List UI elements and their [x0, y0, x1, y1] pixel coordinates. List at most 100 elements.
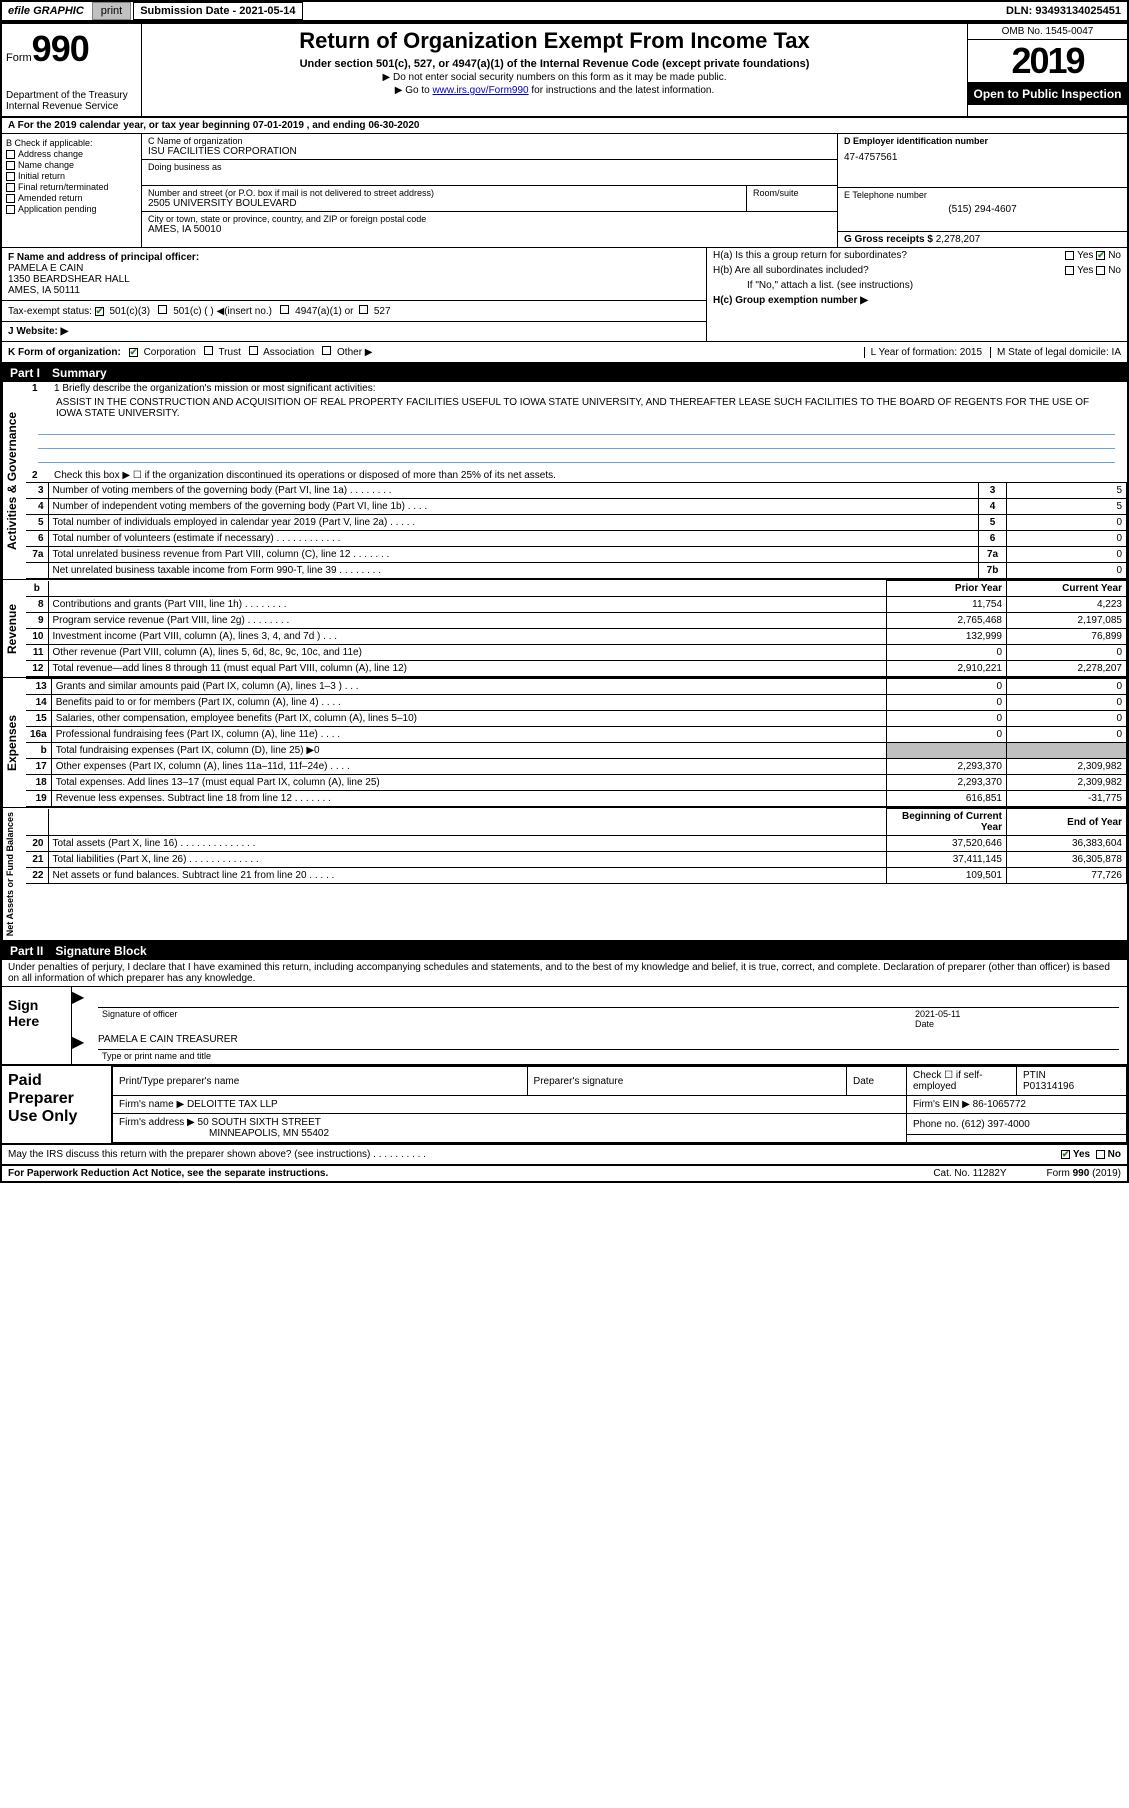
form-word: Form	[6, 52, 32, 64]
sign-here-block: Sign Here ▶ Signature of officer 2021-05…	[2, 987, 1127, 1066]
table-row: 3 Number of voting members of the govern…	[26, 483, 1127, 499]
form-version: Form 990 (2019)	[1047, 1168, 1121, 1179]
table-row: 19 Revenue less expenses. Subtract line …	[26, 791, 1127, 807]
check-corporation[interactable]	[129, 348, 138, 357]
governance-table: 3 Number of voting members of the govern…	[26, 482, 1127, 579]
year-formation: L Year of formation: 2015	[864, 347, 982, 358]
row-hc: H(c) Group exemption number ▶	[707, 293, 1127, 308]
mission-text: ASSIST IN THE CONSTRUCTION AND ACQUISITI…	[26, 395, 1127, 421]
table-row: 4 Number of independent voting members o…	[26, 499, 1127, 515]
check-trust[interactable]	[204, 346, 213, 355]
table-row: 12 Total revenue—add lines 8 through 11 …	[26, 661, 1127, 677]
top-toolbar: efile GRAPHIC print Submission Date - 20…	[0, 0, 1129, 22]
cell-street: Number and street (or P.O. box if mail i…	[142, 186, 837, 212]
table-row: 17 Other expenses (Part IX, column (A), …	[26, 759, 1127, 775]
arrow-icon: ▶	[72, 987, 90, 1032]
paid-preparer-table: Print/Type preparer's name Preparer's si…	[112, 1066, 1127, 1143]
check-application-pending[interactable]: Application pending	[6, 204, 137, 214]
check-amended[interactable]: Amended return	[6, 193, 137, 203]
part-ii-header: Part II Signature Block	[2, 942, 1127, 960]
revenue-header-row: b Prior Year Current Year	[26, 581, 1127, 597]
revenue-table: b Prior Year Current Year 8 Contribution…	[26, 580, 1127, 677]
block-b-through-g: B Check if applicable: Address change Na…	[2, 134, 1127, 248]
room-suite: Room/suite	[747, 186, 837, 211]
table-row: 22 Net assets or fund balances. Subtract…	[26, 868, 1127, 884]
discuss-no[interactable]	[1096, 1150, 1105, 1159]
check-501c3[interactable]	[95, 307, 104, 316]
check-527[interactable]	[359, 305, 368, 314]
firm-addr-cell: Firm's address ▶ 50 SOUTH SIXTH STREET M…	[113, 1114, 907, 1143]
cell-i-tax-status: Tax-exempt status: 501(c)(3) 501(c) ( ) …	[2, 301, 706, 322]
row-hb-note: If "No," attach a list. (see instruction…	[707, 278, 1127, 293]
table-row: 11 Other revenue (Part VIII, column (A),…	[26, 645, 1127, 661]
table-row: 13 Grants and similar amounts paid (Part…	[26, 679, 1127, 695]
state-domicile: M State of legal domicile: IA	[990, 347, 1121, 358]
header-center: Return of Organization Exempt From Incom…	[142, 24, 967, 116]
check-association[interactable]	[249, 346, 258, 355]
ptin-cell: PTINP01314196	[1017, 1067, 1127, 1096]
note-ssn: ▶ Do not enter social security numbers o…	[150, 72, 959, 83]
section-net-assets: Net Assets or Fund Balances Beginning of…	[2, 808, 1127, 942]
dln: DLN: 93493134025451	[1000, 3, 1127, 19]
check-name-change[interactable]: Name change	[6, 160, 137, 170]
expenses-table: 13 Grants and similar amounts paid (Part…	[26, 678, 1127, 807]
rule-2	[38, 435, 1115, 449]
prep-date-cell: Date	[847, 1067, 907, 1096]
department: Department of the Treasury Internal Reve…	[6, 90, 137, 112]
officer-name: PAMELA E CAIN TREASURER	[90, 1032, 1127, 1047]
check-other[interactable]	[322, 346, 331, 355]
note-link: ▶ Go to www.irs.gov/Form990 for instruct…	[150, 85, 959, 96]
prep-name-cell: Print/Type preparer's name	[113, 1067, 528, 1096]
paid-preparer-block: Paid Preparer Use Only Print/Type prepar…	[2, 1066, 1127, 1145]
netassets-table: Beginning of Current Year End of Year 20…	[26, 808, 1127, 884]
table-row: 20 Total assets (Part X, line 16) . . . …	[26, 836, 1127, 852]
table-row: 21 Total liabilities (Part X, line 26) .…	[26, 852, 1127, 868]
type-name-line: Type or print name and title	[98, 1049, 1119, 1062]
netassets-header-row: Beginning of Current Year End of Year	[26, 809, 1127, 836]
footer: For Paperwork Reduction Act Notice, see …	[2, 1166, 1127, 1181]
col-fij: F Name and address of principal officer:…	[2, 248, 707, 341]
cell-org-name: C Name of organization ISU FACILITIES CO…	[142, 134, 837, 160]
check-501c[interactable]	[158, 305, 167, 314]
cell-gross-receipts: G Gross receipts $ 2,278,207	[838, 232, 1127, 247]
header-left: Form 990 Department of the Treasury Inte…	[2, 24, 142, 116]
submission-date: Submission Date - 2021-05-14	[133, 2, 302, 20]
table-row: 5 Total number of individuals employed i…	[26, 515, 1127, 531]
cell-phone: E Telephone number (515) 294-4607	[838, 188, 1127, 232]
block-f-h: F Name and address of principal officer:…	[2, 248, 1127, 342]
col-b-checkboxes: B Check if applicable: Address change Na…	[2, 134, 142, 247]
irs-link[interactable]: www.irs.gov/Form990	[432, 85, 528, 96]
row-k-form-org: K Form of organization: Corporation Trus…	[2, 342, 1127, 364]
efile-label: efile GRAPHIC	[2, 3, 90, 19]
table-row: 16a Professional fundraising fees (Part …	[26, 727, 1127, 743]
form-number: Form 990	[6, 28, 137, 70]
check-initial-return[interactable]: Initial return	[6, 171, 137, 181]
table-row: 8 Contributions and grants (Part VIII, l…	[26, 597, 1127, 613]
cell-dba: Doing business as	[142, 160, 837, 186]
check-address-change[interactable]: Address change	[6, 149, 137, 159]
line-1: 11 Briefly describe the organization's m…	[26, 382, 1127, 395]
col-h: H(a) Is this a group return for subordin…	[707, 248, 1127, 341]
print-button[interactable]: print	[92, 2, 131, 20]
vlabel-revenue: Revenue	[2, 580, 26, 677]
rule-3	[38, 449, 1115, 463]
check-4947[interactable]	[280, 305, 289, 314]
header-right: OMB No. 1545-0047 2019 Open to Public In…	[967, 24, 1127, 116]
check-final-return[interactable]: Final return/terminated	[6, 182, 137, 192]
vlabel-expenses: Expenses	[2, 678, 26, 807]
arrow-icon: ▶	[72, 1032, 90, 1064]
vlabel-activities: Activities & Governance	[2, 382, 26, 579]
table-row: 7a Total unrelated business revenue from…	[26, 547, 1127, 563]
form-container: Form 990 Department of the Treasury Inte…	[0, 22, 1129, 1183]
table-row: 6 Total number of volunteers (estimate i…	[26, 531, 1127, 547]
section-activities: Activities & Governance 11 Briefly descr…	[2, 382, 1127, 580]
open-to-public: Open to Public Inspection	[968, 83, 1127, 105]
sig-officer-line: Signature of officer 2021-05-11Date	[98, 1007, 1119, 1030]
part-i-header: Part I Summary	[2, 364, 1127, 382]
cell-j-website: J Website: ▶	[2, 322, 706, 341]
discuss-yes[interactable]	[1061, 1150, 1070, 1159]
self-employed-cell: Check ☐ if self-employed	[907, 1067, 1017, 1096]
section-revenue: Revenue b Prior Year Current Year 8 Cont…	[2, 580, 1127, 678]
col-b-title: B Check if applicable:	[6, 138, 137, 148]
row-a-tax-year: A For the 2019 calendar year, or tax yea…	[2, 118, 1127, 134]
